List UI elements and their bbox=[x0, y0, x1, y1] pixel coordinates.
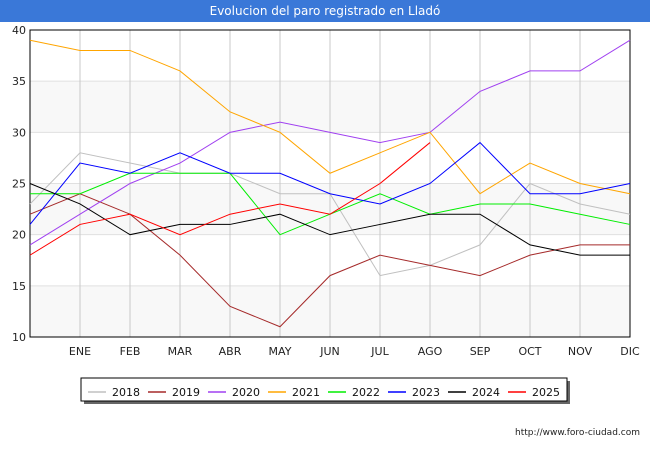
x-tick-label: NOV bbox=[568, 345, 593, 358]
y-tick-label: 20 bbox=[12, 229, 26, 242]
legend-label-2021: 2021 bbox=[292, 386, 320, 399]
x-tick-label: DIC bbox=[620, 345, 640, 358]
y-tick-label: 35 bbox=[12, 75, 26, 88]
legend-label-2022: 2022 bbox=[352, 386, 380, 399]
y-tick-label: 40 bbox=[12, 24, 26, 37]
x-tick-label: JUN bbox=[319, 345, 340, 358]
chart-title: Evolucion del paro registrado en Lladó bbox=[0, 0, 650, 22]
series-line-2020 bbox=[29, 39, 631, 246]
legend-label-2019: 2019 bbox=[172, 386, 200, 399]
series-line-2025 bbox=[29, 142, 431, 256]
x-tick-label: MAR bbox=[168, 345, 193, 358]
series-line-2023 bbox=[29, 141, 631, 225]
x-tick-label: FEB bbox=[120, 345, 141, 358]
legend-label-2025: 2025 bbox=[532, 386, 560, 399]
y-tick-label: 25 bbox=[12, 178, 26, 191]
x-tick-label: ABR bbox=[219, 345, 242, 358]
source-url[interactable]: http://www.foro-ciudad.com bbox=[515, 428, 640, 438]
y-tick-label: 30 bbox=[12, 126, 26, 139]
legend-label-2018: 2018 bbox=[112, 386, 140, 399]
x-tick-label: SEP bbox=[470, 345, 491, 358]
x-tick-label: MAY bbox=[269, 345, 292, 358]
x-tick-label: AGO bbox=[418, 345, 443, 358]
y-tick-label: 15 bbox=[12, 280, 26, 293]
series-line-2021 bbox=[29, 39, 631, 195]
x-tick-label: ENE bbox=[69, 345, 91, 358]
y-tick-label: 10 bbox=[12, 331, 26, 344]
legend-label-2020: 2020 bbox=[232, 386, 260, 399]
x-tick-label: OCT bbox=[518, 345, 541, 358]
x-tick-label: JUL bbox=[370, 345, 389, 358]
legend-box bbox=[80, 377, 568, 402]
legend-label-2023: 2023 bbox=[412, 386, 440, 399]
series-line-2024 bbox=[29, 183, 630, 256]
legend-label-2024: 2024 bbox=[472, 386, 500, 399]
